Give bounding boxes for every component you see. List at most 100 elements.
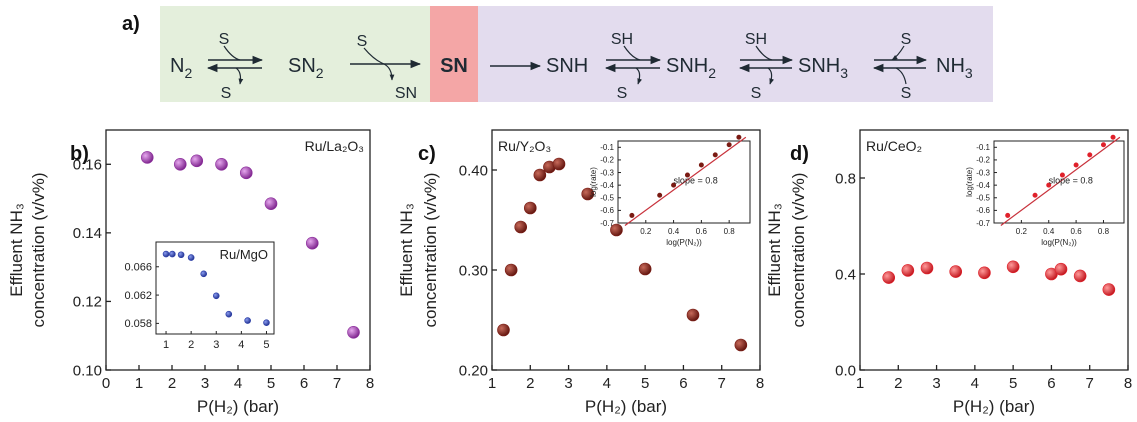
chart-panel-c: 1 2 3 4 5 6 7 8 0.20 0.30 0.40 c) P(H₂) (bar) Effluen… [397, 129, 764, 416]
y-tick-label: 0.4 [835, 266, 856, 283]
inset-data-point [712, 152, 718, 158]
inset-y-axis-title: log(rate) [965, 167, 974, 197]
data-point [949, 265, 963, 278]
inset-x-tick-label: 0.6 [696, 227, 708, 236]
inset-x-tick-label: 3 [213, 339, 219, 351]
x-tick-label: 8 [366, 375, 374, 392]
reagent-s-top-2: S [357, 33, 368, 50]
x-tick-label: 3 [201, 375, 209, 392]
inset-y-tick-label: 0.066 [124, 262, 152, 274]
inset-slope-annotation: slope = 0.8 [1049, 176, 1093, 186]
inset-data-point [162, 250, 170, 258]
y-axis-title-line1: Effluent NH₃ [397, 203, 416, 297]
x-tick-label: 2 [894, 375, 902, 392]
inset-y-tick-label: -0.5 [600, 194, 614, 203]
plot-frame [491, 129, 761, 371]
inset-data-point [244, 317, 251, 324]
inset-x-tick-label: 0.4 [1043, 227, 1055, 236]
species-snh3: SNH3 [798, 55, 848, 81]
species-nh3: NH3 [936, 55, 973, 81]
y-tick-label: 0.16 [73, 157, 102, 174]
inset-plot-frame [993, 140, 1125, 224]
inset-data-point [698, 162, 704, 168]
inset-data-point [657, 192, 663, 198]
inset-data-point [671, 182, 677, 188]
inset-fit-line [1000, 136, 1121, 227]
y-axis-title-line1: Effluent NH₃ [765, 203, 784, 297]
x-tick-label: 4 [603, 375, 611, 392]
data-point [140, 151, 154, 164]
x-tick-label: 5 [1009, 375, 1017, 392]
reagent-s-top-6: S [901, 31, 912, 48]
y-axis-title-line2: concentration (v/v%) [789, 173, 808, 328]
inset-data-point [169, 250, 176, 258]
species-sn: SN [440, 55, 468, 77]
inset-data-point [1087, 152, 1093, 158]
x-tick-label: 5 [641, 375, 649, 392]
inset-x-tick-label: 0.6 [1071, 227, 1083, 236]
inset-x-tick-label: 5 [263, 339, 269, 351]
x-axis-title: P(H₂) (bar) [953, 397, 1035, 416]
x-tick-label: 6 [1047, 375, 1055, 392]
data-point [533, 168, 547, 182]
reagent-s-bottom-4: S [617, 85, 628, 102]
data-point [504, 263, 518, 277]
data-point [497, 323, 510, 337]
y-tick-label: 0.20 [459, 362, 488, 379]
x-tick-label: 3 [564, 375, 572, 392]
inset-y-tick-label: -0.3 [600, 168, 614, 177]
data-point [215, 157, 228, 171]
inset-y-tick-label: -0.2 [600, 156, 614, 165]
arrow-2: S SN [350, 33, 422, 102]
plot-frame [859, 129, 1129, 371]
x-tick-label: 6 [679, 375, 687, 392]
data-point [1102, 283, 1116, 296]
data-point [190, 154, 204, 168]
inset-y-tick-label: -0.1 [600, 143, 614, 152]
inset-data-point [187, 254, 195, 261]
x-tick-label: 7 [1086, 375, 1094, 392]
y-tick-label: 0.8 [835, 170, 856, 187]
reagent-s-bottom-1: S [221, 85, 232, 102]
inset-y-tick-label: -0.3 [976, 168, 990, 177]
inset-data-point [200, 270, 208, 278]
inset-x-tick-label: 0.2 [1016, 227, 1028, 236]
inset-fit-line [624, 136, 747, 227]
x-tick-label: 1 [856, 375, 864, 392]
arrow-eq-4: SH S [604, 31, 662, 102]
inset-x-tick-label: 4 [238, 339, 244, 351]
data-point [347, 325, 360, 339]
inset-x-tick-label: 0.2 [640, 227, 652, 236]
y-axis-title-line2: concentration (v/v%) [29, 173, 48, 328]
inset-data-point [1110, 134, 1116, 140]
panel-label-a: a) [122, 13, 140, 35]
data-point [1073, 269, 1087, 283]
inset-x-axis-title: log(P(N₂)) [666, 238, 702, 247]
data-point [305, 236, 319, 250]
inset-y-tick-label: -0.2 [976, 156, 990, 165]
arrow-eq-6: S S [872, 31, 928, 102]
inset-plot-frame [617, 140, 751, 224]
panel-label: b) [70, 143, 89, 165]
y-tick-label: 0.30 [459, 262, 488, 279]
data-point [882, 271, 896, 284]
y-tick-label: 0.12 [73, 294, 102, 311]
data-point [920, 261, 934, 275]
y-axis-title-line1: Effluent NH₃ [7, 203, 26, 297]
inset-x-tick-label: 1 [163, 339, 169, 351]
x-axis-title: P(H₂) (bar) [197, 397, 279, 416]
product-sn-bottom-2: SN [395, 85, 417, 102]
species-sn2: SN2 [288, 55, 324, 81]
inset-x-axis-title: log(P(N₂)) [1041, 238, 1077, 247]
y-axis-title-line2: concentration (v/v%) [421, 173, 440, 328]
x-tick-label: 2 [526, 375, 534, 392]
panel-label: d) [790, 143, 809, 165]
inset-data-point [736, 134, 742, 140]
panel-label: c) [418, 143, 436, 165]
data-point [239, 166, 253, 180]
inset-y-tick-label: 0.062 [124, 290, 152, 302]
y-tick-label: 0.14 [73, 225, 102, 242]
data-point [1006, 260, 1020, 274]
data-point [1054, 262, 1068, 276]
